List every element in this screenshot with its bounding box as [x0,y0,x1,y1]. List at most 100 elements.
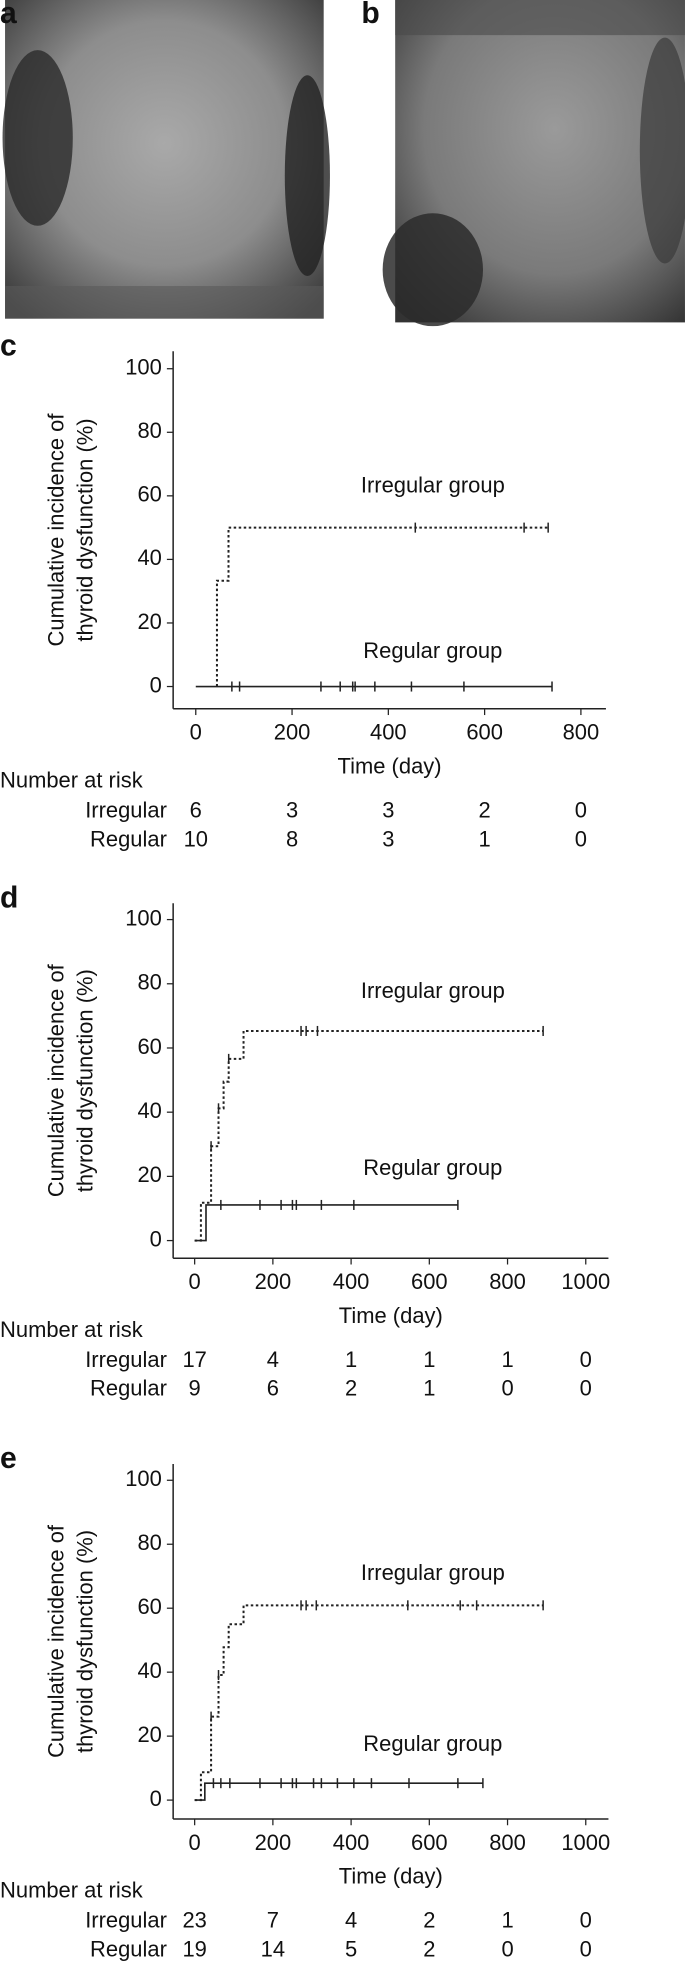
risk-row-label: Irregular [85,1347,167,1372]
risk-count: 0 [575,797,587,822]
risk-count: 6 [190,797,202,822]
x-tick-label: 800 [563,720,600,745]
y-tick-label: 100 [125,1466,162,1491]
panel-label: a [0,0,17,30]
y-axis-label: Cumulative incidence of [44,963,69,1197]
y-axis-label: thyroid dysfunction (%) [72,418,97,641]
y-axis-label: thyroid dysfunction (%) [72,1530,97,1753]
risk-table-title: Number at risk [0,1878,143,1903]
risk-count: 9 [189,1376,201,1401]
annotation: Irregular group [361,1560,505,1585]
y-tick-label: 80 [137,1530,161,1555]
risk-count: 17 [182,1347,206,1372]
y-tick-label: 60 [137,482,161,507]
x-tick-label: 600 [466,720,503,745]
x-tick-label: 600 [411,1830,448,1855]
annotation: Regular group [363,638,502,663]
y-tick-label: 0 [150,1226,162,1251]
risk-count: 1 [501,1908,513,1933]
annotation: Irregular group [361,473,505,498]
y-tick-label: 20 [137,1722,161,1747]
risk-row-label: Regular [90,826,167,851]
annotation: Regular group [363,1731,502,1756]
risk-table-title: Number at risk [0,767,143,792]
y-tick-label: 80 [137,418,161,443]
risk-count: 0 [501,1376,513,1401]
ultrasound-image-a [2,0,330,319]
panel-label: b [361,0,379,30]
panel-label: e [0,1442,17,1475]
x-tick-label: 1000 [561,1269,610,1294]
y-tick-label: 20 [137,609,161,634]
x-tick-label: 600 [411,1269,448,1294]
risk-count: 0 [575,826,587,851]
x-tick-label: 400 [333,1830,370,1855]
y-tick-label: 0 [150,1786,162,1811]
x-tick-label: 1000 [561,1830,610,1855]
risk-count: 1 [345,1347,357,1372]
x-tick-label: 400 [333,1269,370,1294]
risk-count: 2 [423,1936,435,1961]
x-tick-label: 200 [274,720,311,745]
risk-count: 0 [580,1908,592,1933]
x-tick-label: 200 [255,1830,292,1855]
y-tick-label: 100 [125,905,162,930]
x-axis-label: Time (day) [339,1864,443,1889]
y-tick-label: 20 [137,1162,161,1187]
risk-count: 10 [184,826,208,851]
risk-count: 0 [580,1376,592,1401]
risk-count: 14 [261,1936,285,1961]
risk-count: 1 [479,826,491,851]
km-curve [194,1204,458,1242]
risk-count: 1 [423,1347,435,1372]
risk-count: 4 [267,1347,279,1372]
risk-count: 23 [182,1908,206,1933]
km-curve [194,1782,483,1801]
y-tick-label: 80 [137,970,161,995]
risk-count: 0 [580,1936,592,1961]
y-axis-label: Cumulative incidence of [44,413,69,647]
x-tick-label: 0 [190,720,202,745]
annotation: Regular group [363,1155,502,1180]
x-tick-label: 0 [189,1269,201,1294]
risk-count: 8 [286,826,298,851]
risk-row-label: Regular [90,1936,167,1961]
risk-count: 1 [501,1347,513,1372]
x-axis-label: Time (day) [339,1303,443,1328]
risk-count: 1 [423,1376,435,1401]
risk-count: 7 [267,1908,279,1933]
x-tick-label: 800 [489,1830,526,1855]
ultrasound-image-b [382,0,685,327]
y-axis-label: thyroid dysfunction (%) [72,969,97,1192]
risk-count: 4 [345,1908,357,1933]
y-tick-label: 40 [137,545,161,570]
risk-count: 3 [286,797,298,822]
km-curve [194,1604,544,1802]
y-tick-label: 40 [137,1658,161,1683]
x-tick-label: 400 [370,720,407,745]
risk-row-label: Irregular [85,797,167,822]
x-tick-label: 800 [489,1269,526,1294]
risk-count: 5 [345,1936,357,1961]
x-tick-label: 0 [189,1830,201,1855]
panel-label: d [0,881,18,914]
risk-count: 0 [501,1936,513,1961]
y-tick-label: 100 [125,355,162,380]
km-curve [215,526,549,687]
annotation: Irregular group [361,978,505,1003]
x-axis-label: Time (day) [338,754,442,779]
risk-count: 2 [423,1908,435,1933]
risk-row-label: Regular [90,1376,167,1401]
y-tick-label: 0 [150,672,162,697]
y-tick-label: 60 [137,1034,161,1059]
y-tick-label: 60 [137,1594,161,1619]
panel-label: c [0,329,17,362]
risk-row-label: Irregular [85,1908,167,1933]
risk-count: 2 [345,1376,357,1401]
km-curve [194,1029,544,1242]
risk-count: 6 [267,1376,279,1401]
risk-count: 2 [479,797,491,822]
risk-count: 0 [580,1347,592,1372]
